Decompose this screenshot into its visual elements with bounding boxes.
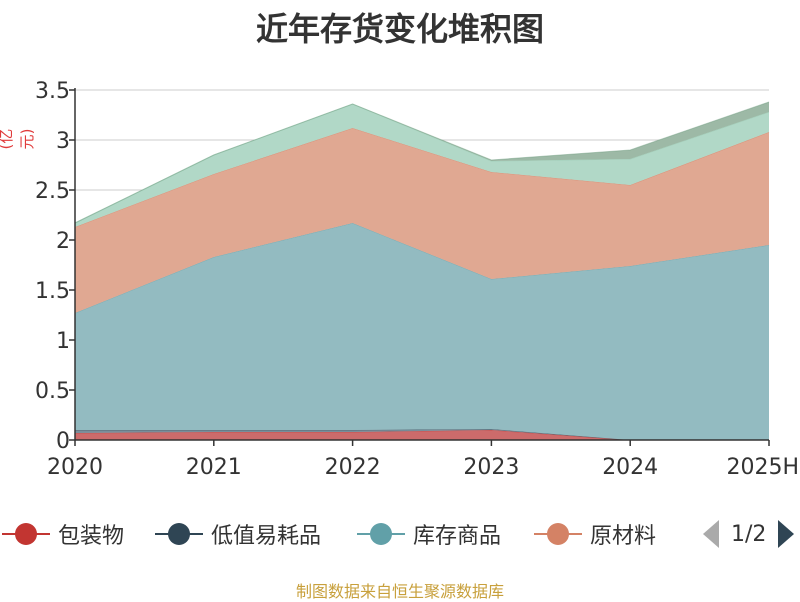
legend-item[interactable]: 库存商品 [355,516,501,552]
series-area-2 [75,223,769,440]
y-tick-label: 0 [56,429,70,454]
series-line-5 [74,101,770,224]
legend-label: 库存商品 [413,524,502,549]
chart-legend: 包装物 低值易耗品 库存商品 原材料 1/2 [0,516,800,552]
y-tick-label: 2.5 [35,179,70,204]
y-tick-label: 3 [56,129,70,154]
legend-item[interactable]: 低值易耗品 [153,516,321,552]
x-tick-label: 2022 [325,455,381,480]
y-tick-label: 1 [56,329,70,354]
data-source-note: 制图数据来自恒生聚源数据库 [295,582,504,601]
pager-prev-icon[interactable] [703,520,719,548]
y-tick-label: 0.5 [35,379,70,404]
legend-item[interactable]: 原材料 [532,516,656,552]
legend-marker-icon [355,516,407,552]
legend-label: 包装物 [58,524,125,549]
x-tick-label: 2020 [47,455,103,480]
legend-marker-icon [0,516,52,552]
legend-pager: 1/2 [703,516,795,552]
x-tick-label: 2024 [602,455,658,480]
x-tick-label: 2023 [463,455,519,480]
legend-item[interactable]: 包装物 [0,516,124,552]
y-tick-label: 3.5 [35,79,70,104]
legend-marker-icon [153,516,205,552]
page-title: 近年存货变化堆积图 [255,10,544,48]
legend-marker-icon [532,516,584,552]
legend-label: 低值易耗品 [211,524,322,549]
x-tick-label: 2025H [726,455,799,480]
series-area-4 [75,104,769,227]
pager-text: 1/2 [731,521,767,547]
y-tick-label: 2 [56,229,70,254]
x-tick-label: 2021 [186,455,242,480]
legend-label: 原材料 [590,524,657,549]
series-area-3 [75,128,769,313]
pager-next-icon[interactable] [778,520,795,548]
y-tick-label: 1.5 [35,279,70,304]
